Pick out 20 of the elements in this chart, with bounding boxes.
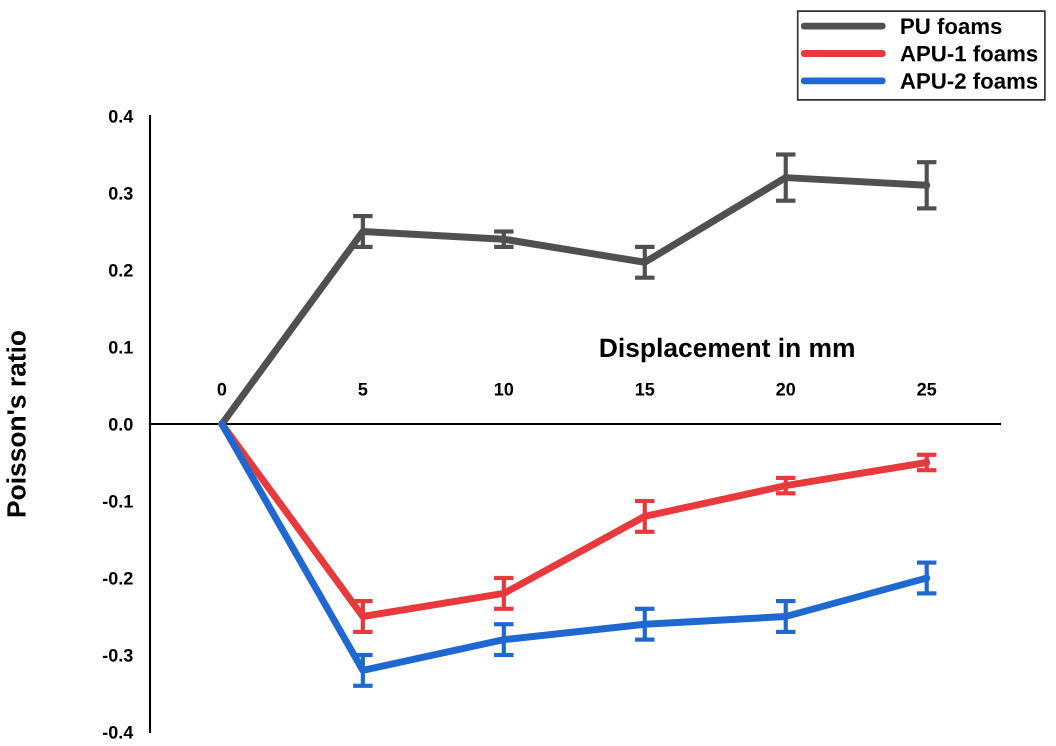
y-tick-label: 0.1 bbox=[108, 340, 133, 354]
y-tick-label: -0.4 bbox=[102, 725, 134, 739]
legend-label: APU-1 foams bbox=[900, 45, 1038, 62]
y-tick-label: -0.3 bbox=[102, 648, 133, 662]
x-tick-label: 0 bbox=[217, 382, 227, 396]
x-tick-label: 20 bbox=[776, 382, 796, 396]
x-tick-label: 25 bbox=[917, 382, 937, 396]
y-tick-label: 0.4 bbox=[108, 109, 134, 123]
y-tick-label: -0.1 bbox=[102, 494, 133, 508]
x-axis-title: Displacement in mm bbox=[600, 337, 854, 363]
y-tick-label: 0.3 bbox=[108, 186, 133, 200]
legend-label: APU-2 foams bbox=[900, 72, 1038, 89]
y-tick-label: -0.2 bbox=[102, 571, 133, 585]
y-tick-label: 0.0 bbox=[108, 417, 133, 431]
x-tick-label: 10 bbox=[494, 382, 514, 396]
legend-label: PU foams bbox=[901, 17, 1002, 35]
x-tick-label: 5 bbox=[358, 383, 368, 396]
y-tick-label: 0.2 bbox=[108, 263, 133, 277]
x-tick-label: 15 bbox=[635, 383, 655, 396]
y-axis-title: Poisson's ratio bbox=[6, 330, 26, 517]
